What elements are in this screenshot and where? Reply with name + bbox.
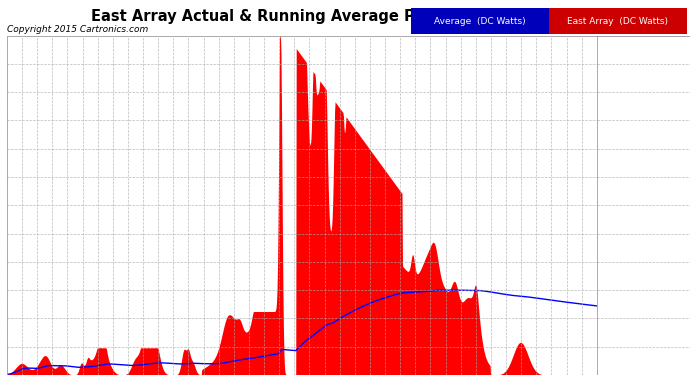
Text: Copyright 2015 Cartronics.com: Copyright 2015 Cartronics.com (7, 25, 148, 34)
Text: Average  (DC Watts): Average (DC Watts) (434, 16, 525, 26)
FancyBboxPatch shape (549, 8, 687, 34)
Text: East Array Actual & Running Average Power Thu Apr 2  19:18: East Array Actual & Running Average Powe… (92, 9, 598, 24)
Text: East Array  (DC Watts): East Array (DC Watts) (567, 16, 668, 26)
FancyBboxPatch shape (411, 8, 549, 34)
